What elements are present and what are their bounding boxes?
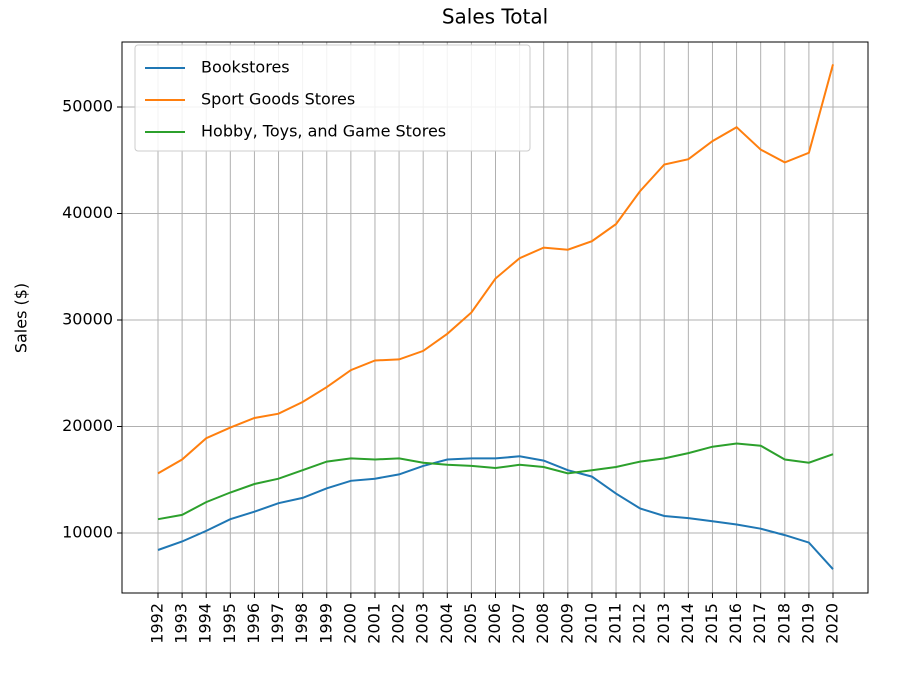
x-tick-label: 2016 bbox=[726, 603, 745, 644]
legend-box bbox=[134, 44, 531, 152]
x-tick-label: 2008 bbox=[533, 603, 552, 644]
x-tick-label: 1996 bbox=[244, 603, 263, 644]
legend-label: Sport Goods Stores bbox=[201, 90, 355, 109]
x-tick-label: 2018 bbox=[774, 603, 793, 644]
x-tick-label: 1995 bbox=[220, 603, 239, 644]
x-tick-label: 1998 bbox=[292, 603, 311, 644]
x-tick-label: 2006 bbox=[485, 603, 504, 644]
y-axis-label: Sales ($) bbox=[12, 283, 31, 353]
x-tick-label: 1994 bbox=[196, 603, 215, 644]
y-tick-label: 40000 bbox=[62, 203, 113, 222]
x-tick-label: 2005 bbox=[461, 603, 480, 644]
x-tick-label: 2017 bbox=[750, 603, 769, 644]
legend-label: Bookstores bbox=[201, 58, 290, 77]
x-tick-label: 2004 bbox=[437, 603, 456, 644]
x-tick-label: 2012 bbox=[630, 603, 649, 644]
y-tick-label: 10000 bbox=[62, 522, 113, 541]
line-series bbox=[157, 442, 834, 521]
chart-title: Sales Total bbox=[442, 5, 548, 29]
plot-frame bbox=[121, 41, 869, 594]
x-tick-label: 2015 bbox=[702, 603, 721, 644]
x-tick-label: 2007 bbox=[509, 603, 528, 644]
x-tick-label: 1992 bbox=[148, 603, 167, 644]
x-tick-label: 2019 bbox=[798, 603, 817, 644]
x-tick-label: 2020 bbox=[823, 603, 842, 644]
x-tick-label: 1993 bbox=[172, 603, 191, 644]
x-tick-label: 2002 bbox=[389, 603, 408, 644]
x-tick-label: 2003 bbox=[413, 603, 432, 644]
x-tick-label: 1997 bbox=[268, 603, 287, 644]
x-tick-label: 2000 bbox=[340, 603, 359, 644]
legend-label: Hobby, Toys, and Game Stores bbox=[201, 122, 446, 141]
line-series bbox=[157, 455, 834, 570]
x-tick-label: 2001 bbox=[364, 603, 383, 644]
x-tick-label: 1999 bbox=[316, 603, 335, 644]
y-tick-label: 50000 bbox=[62, 96, 113, 115]
line-series bbox=[157, 64, 834, 475]
y-tick-label: 20000 bbox=[62, 416, 113, 435]
x-tick-label: 2014 bbox=[678, 603, 697, 644]
y-tick-label: 30000 bbox=[62, 309, 113, 328]
x-tick-label: 2010 bbox=[581, 603, 600, 644]
x-tick-label: 2011 bbox=[606, 603, 625, 644]
x-tick-label: 2013 bbox=[654, 603, 673, 644]
x-tick-label: 2009 bbox=[557, 603, 576, 644]
